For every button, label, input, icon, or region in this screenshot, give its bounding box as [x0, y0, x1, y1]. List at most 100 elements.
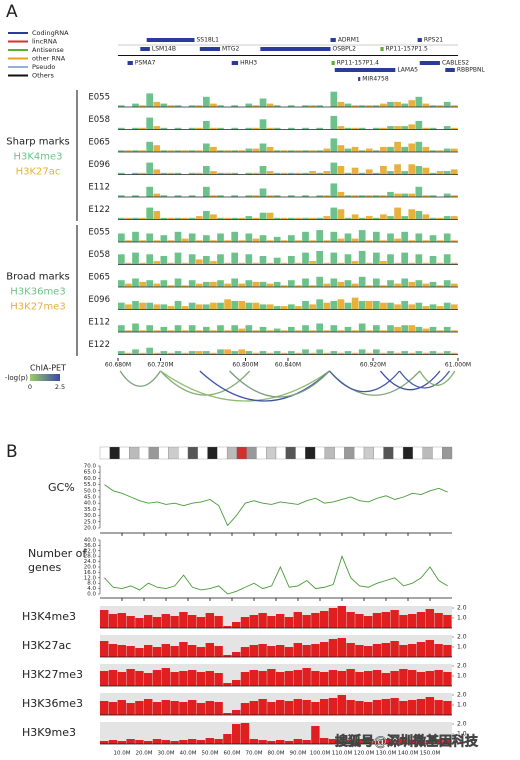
signal-bar	[358, 105, 366, 107]
signal-bar	[217, 254, 224, 265]
signal-bar	[144, 673, 153, 686]
signal-bar	[450, 216, 458, 220]
signal-bar	[214, 673, 223, 686]
signal-bar	[425, 697, 434, 715]
signal-bar	[135, 671, 144, 686]
signal-bar	[344, 172, 352, 175]
signal-bar	[232, 652, 241, 657]
signal-bar	[311, 613, 320, 628]
signal-bar	[429, 127, 437, 130]
signal-bar	[249, 615, 258, 628]
signal-bar	[380, 330, 387, 332]
signal-bar	[273, 306, 281, 310]
signal-bar	[365, 352, 373, 355]
x-tick-label: 60.720M	[147, 362, 173, 369]
signal-bar	[174, 105, 182, 107]
signal-bar	[429, 256, 437, 265]
signal-bar	[436, 171, 444, 175]
x-tick-label: 60.840M	[275, 362, 301, 369]
colorbar	[30, 374, 60, 381]
y-tick-label: 70.0	[84, 464, 97, 470]
signal-bar	[328, 608, 338, 628]
signal-bar	[280, 330, 288, 332]
signal-bar	[429, 235, 437, 242]
signal-bar	[293, 612, 302, 628]
signal-bar	[153, 169, 161, 175]
signal-bar	[188, 127, 196, 130]
signal-bar	[259, 98, 267, 107]
signal-bar	[273, 351, 281, 355]
signal-bar	[126, 646, 135, 657]
signal-bar	[436, 240, 444, 242]
signal-bar	[330, 301, 338, 310]
signal-bar	[380, 146, 387, 152]
signal-bar	[380, 302, 387, 310]
signal-bar	[188, 739, 197, 744]
signal-bar	[351, 352, 359, 355]
signal-bar	[132, 301, 139, 310]
signal-bar	[146, 280, 154, 287]
signal-bar	[408, 281, 416, 287]
signal-bar	[344, 280, 352, 287]
signal-bar	[108, 740, 118, 744]
signal-bar	[232, 622, 241, 628]
signal-bar	[434, 613, 443, 628]
signal-bar	[161, 614, 170, 628]
signal-bar	[399, 738, 408, 744]
signal-bar	[214, 702, 223, 715]
signal-bar	[358, 172, 366, 175]
gene	[417, 38, 422, 42]
ideogram-band	[246, 446, 257, 460]
signal-bar	[408, 209, 416, 220]
signal-bar	[160, 217, 168, 220]
signal-bar	[181, 285, 189, 287]
signal-bar	[153, 126, 161, 130]
signal-bar	[224, 330, 231, 332]
signal-bar	[280, 150, 288, 152]
signal-bar	[205, 643, 214, 657]
signal-bar	[196, 617, 206, 628]
signal-bar	[365, 148, 373, 152]
x-tick-label: 61.000M	[445, 362, 471, 369]
signal-bar	[408, 304, 416, 310]
signal-bar	[245, 127, 253, 130]
signal-bar	[373, 349, 380, 355]
signal-bar	[167, 150, 175, 152]
signal-bar	[323, 352, 331, 355]
signal-bar	[443, 233, 451, 242]
ideogram-band	[168, 446, 179, 460]
y-tick-label: 65.0	[84, 470, 97, 476]
signal-bar	[132, 252, 139, 265]
signal-bar	[401, 351, 409, 355]
y-tick-label: 32.0	[84, 548, 97, 554]
signal-bar	[259, 326, 267, 332]
signal-bar	[358, 250, 366, 265]
ideogram-band	[158, 446, 169, 460]
signal-bar	[330, 325, 338, 332]
track-label: H3K36me3	[22, 697, 83, 710]
signal-bar	[252, 302, 260, 310]
signal-bar	[416, 672, 426, 686]
signal-bar	[266, 103, 274, 107]
signal-bar	[429, 172, 437, 175]
signal-bar	[422, 262, 430, 265]
signal-bar	[170, 646, 179, 657]
signal-bar	[188, 172, 196, 175]
signal-bar	[132, 217, 139, 220]
signal-bar	[425, 740, 434, 744]
signal-bar	[443, 193, 451, 197]
signal-bar	[167, 105, 175, 107]
signal-bar	[355, 645, 364, 657]
signal-bar	[373, 172, 380, 175]
signal-bar	[245, 280, 253, 287]
signal-bar	[434, 670, 443, 686]
signal-bar	[302, 231, 309, 242]
signal-bar	[167, 285, 175, 287]
signal-bar	[167, 172, 175, 175]
signal-bar	[203, 326, 210, 332]
signal-bar	[316, 276, 324, 287]
group-title: Sharp marks	[6, 137, 69, 148]
track-label: E055	[88, 228, 110, 238]
signal-bar	[170, 741, 179, 744]
signal-bar	[295, 285, 302, 287]
